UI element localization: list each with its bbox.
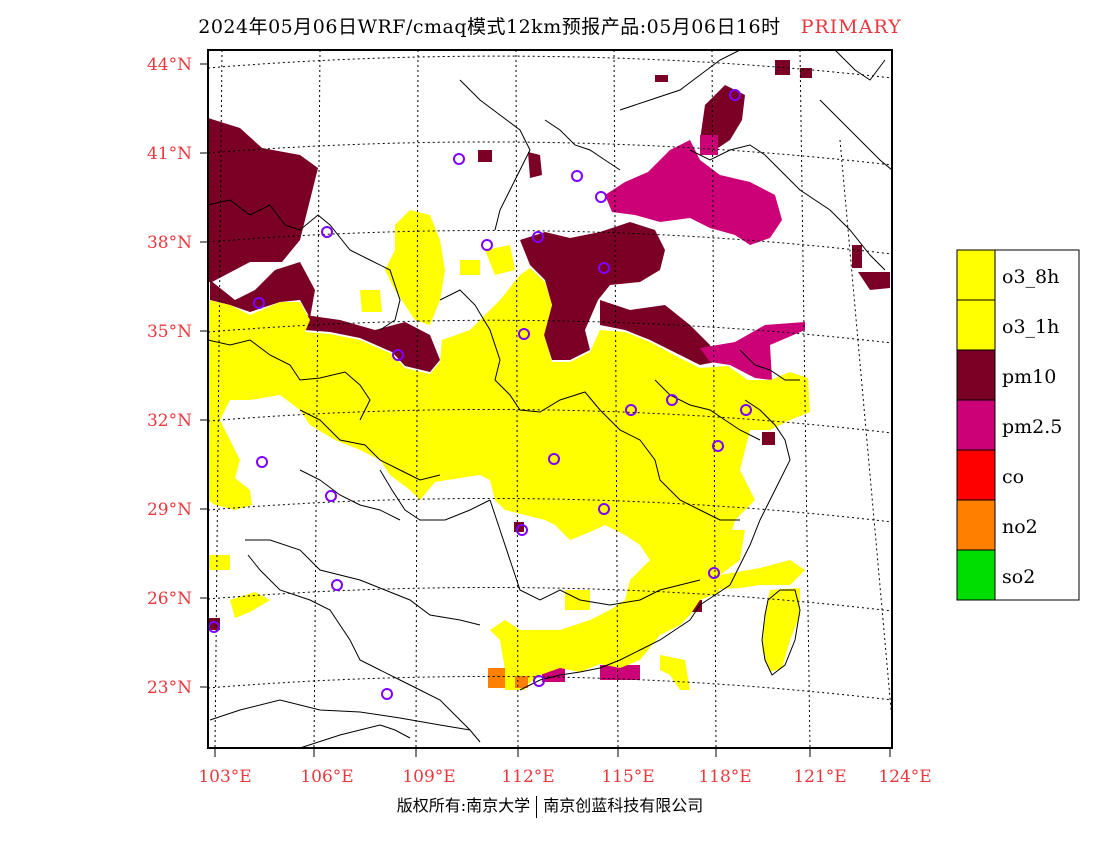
lat-label-35: 35°N [147,322,192,342]
map-title: 2024年05月06日WRF/cmaq模式12km预报产品:05月06日16时 … [0,12,1100,42]
legend-swatch-co [956,449,996,501]
lon-label-118: 118°E [698,767,751,787]
legend-label-box [994,249,1080,601]
legend-swatch-pm25 [956,399,996,451]
lon-label-112: 112°E [501,767,554,787]
lat-label-29: 29°N [147,500,192,520]
legend-label-pm10: pm10 [1002,366,1056,388]
legend-swatch-o3-1h [956,299,996,351]
lon-label-109: 109°E [402,767,455,787]
title-text: 2024年05月06日WRF/cmaq模式12km预报产品:05月06日16时 [198,16,781,38]
title-primary-tag: PRIMARY [800,16,902,38]
lon-label-121: 121°E [793,767,846,787]
lat-label-44: 44°N [147,55,192,75]
legend: o3_8h o3_1h pm10 pm2.5 co no2 so2 [956,249,1080,601]
legend-label-so2: so2 [1002,566,1035,588]
lat-label-23: 23°N [147,678,192,698]
legend-label-co: co [1002,466,1024,488]
footer-company: 南京创蓝科技有限公司 [543,796,704,815]
footer-divider [536,795,538,818]
pm25-region [542,135,805,682]
lat-axis: 44°N 41°N 38°N 35°N 32°N 29°N 26°N 23°N [147,55,208,698]
lat-label-26: 26°N [147,589,192,609]
station-markers [208,89,752,700]
lon-label-115: 115°E [601,767,654,787]
lon-label-124: 124°E [878,767,931,787]
legend-swatch-pm10 [956,349,996,401]
lon-axis: 103°E 106°E 109°E 112°E 115°E 118°E 121°… [198,748,932,787]
legend-swatch-so2 [956,549,996,601]
legend-swatch-no2 [956,499,996,551]
legend-label-no2: no2 [1002,516,1038,538]
lat-label-38: 38°N [147,233,192,253]
lat-label-32: 32°N [147,411,192,431]
legend-swatch-o3-8h [956,249,996,301]
o3-region [208,210,810,690]
lon-label-103: 103°E [198,767,251,787]
lon-label-106: 106°E [300,767,353,787]
legend-label-pm25: pm2.5 [1002,416,1062,438]
copyright-footer: 版权所有:南京大学 南京创蓝科技有限公司 [0,792,1100,818]
map-frame [207,49,893,749]
legend-label-o3-8h: o3_8h [1002,266,1059,288]
footer-copyright: 版权所有:南京大学 [396,796,531,815]
lat-label-41: 41°N [147,144,192,164]
legend-label-o3-1h: o3_1h [1002,316,1059,338]
boundaries [208,50,892,748]
map-area [208,50,892,748]
